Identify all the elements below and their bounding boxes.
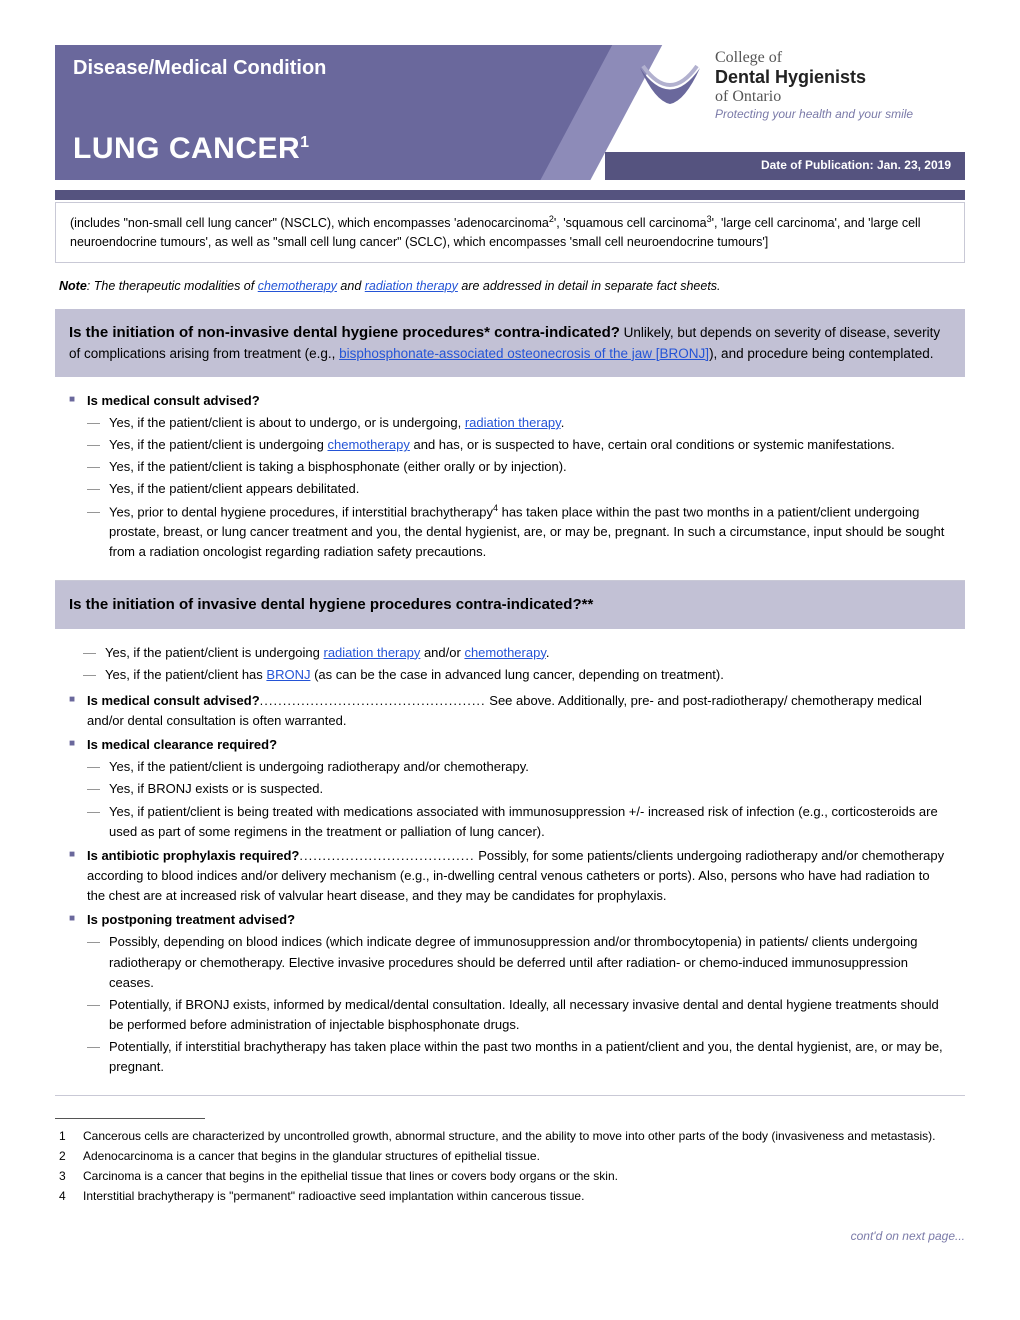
footnote-4: 4Interstitial brachytherapy is "permanen… bbox=[59, 1187, 965, 1205]
section-invasive-body: Yes, if the patient/client is undergoing… bbox=[55, 635, 965, 1097]
separator-bar bbox=[55, 190, 965, 200]
consult-item-3: Yes, if the patient/client is taking a b… bbox=[87, 457, 951, 477]
footnote-2: 2Adenocarcinoma is a cancer that begins … bbox=[59, 1147, 965, 1165]
radiation-therapy-link[interactable]: radiation therapy bbox=[324, 645, 421, 660]
clearance-item-2: Yes, if BRONJ exists or is suspected. bbox=[87, 779, 951, 799]
chemotherapy-link[interactable]: chemotherapy bbox=[258, 279, 337, 293]
invasive-item-1: Yes, if the patient/client is undergoing… bbox=[69, 643, 951, 663]
medical-clearance-item: Is medical clearance required? Yes, if t… bbox=[69, 735, 951, 842]
antibiotic-prophylaxis-item: Is antibiotic prophylaxis required?.....… bbox=[69, 846, 951, 906]
consult-item-4: Yes, if the patient/client appears debil… bbox=[87, 479, 951, 499]
footnote-1: 1Cancerous cells are characterized by un… bbox=[59, 1127, 965, 1145]
title-text: LUNG CANCER bbox=[73, 132, 300, 165]
chemotherapy-link[interactable]: chemotherapy bbox=[328, 437, 410, 452]
radiation-therapy-link[interactable]: radiation therapy bbox=[365, 279, 458, 293]
postponing-treatment-item: Is postponing treatment advised? Possibl… bbox=[69, 910, 951, 1077]
medical-consult-advised-item: Is medical consult advised?.............… bbox=[69, 691, 951, 731]
note-text: Note: The therapeutic modalities of chem… bbox=[55, 279, 965, 293]
consult-item-2: Yes, if the patient/client is undergoing… bbox=[87, 435, 951, 455]
invasive-item-2: Yes, if the patient/client has BRONJ (as… bbox=[69, 665, 951, 685]
consult-item-1: Yes, if the patient/client is about to u… bbox=[87, 413, 951, 433]
logo-line1: College of bbox=[715, 49, 913, 67]
org-logo: College of Dental Hygienists of Ontario … bbox=[635, 45, 965, 122]
bronj-link[interactable]: bisphosphonate-associated osteonecrosis … bbox=[339, 346, 709, 361]
footnote-3: 3Carcinoma is a cancer that begins in th… bbox=[59, 1167, 965, 1185]
logo-text: College of Dental Hygienists of Ontario … bbox=[715, 49, 913, 122]
footnote-rule bbox=[55, 1118, 205, 1119]
document-header: Disease/Medical Condition LUNG CANCER1 D… bbox=[55, 45, 965, 180]
logo-swoosh-icon bbox=[635, 56, 705, 116]
section-invasive-question: Is the initiation of invasive dental hyg… bbox=[69, 596, 593, 613]
section-noninvasive-header: Is the initiation of non-invasive dental… bbox=[55, 309, 965, 377]
publication-date-bar: Date of Publication: Jan. 23, 2019 bbox=[605, 152, 965, 180]
postpone-item-2: Potentially, if BRONJ exists, informed b… bbox=[87, 995, 951, 1035]
postpone-item-3: Potentially, if interstitial brachythera… bbox=[87, 1037, 951, 1077]
postpone-item-1: Possibly, depending on blood indices (wh… bbox=[87, 932, 951, 992]
section-noninvasive-body: Is medical consult advised? Yes, if the … bbox=[55, 383, 965, 581]
section-invasive-header: Is the initiation of invasive dental hyg… bbox=[55, 581, 965, 628]
logo-line3: of Ontario bbox=[715, 88, 913, 106]
chemotherapy-link[interactable]: chemotherapy bbox=[464, 645, 545, 660]
footnotes: 1Cancerous cells are characterized by un… bbox=[55, 1127, 965, 1205]
page: Disease/Medical Condition LUNG CANCER1 D… bbox=[0, 0, 1020, 1273]
logo-line2: Dental Hygienists bbox=[715, 67, 913, 88]
title-sup: 1 bbox=[300, 134, 309, 151]
header-category: Disease/Medical Condition bbox=[73, 57, 326, 80]
logo-tagline: Protecting your health and your smile bbox=[715, 108, 913, 122]
clearance-item-3: Yes, if patient/client is being treated … bbox=[87, 802, 951, 842]
medical-consult-item: Is medical consult advised? Yes, if the … bbox=[69, 391, 951, 562]
header-title: LUNG CANCER1 bbox=[73, 132, 310, 166]
section-noninvasive-question: Is the initiation of non-invasive dental… bbox=[69, 324, 620, 341]
consult-item-5: Yes, prior to dental hygiene procedures,… bbox=[87, 502, 951, 563]
clearance-item-1: Yes, if the patient/client is undergoing… bbox=[87, 757, 951, 777]
bronj-link[interactable]: BRONJ bbox=[266, 667, 310, 682]
radiation-therapy-link[interactable]: radiation therapy bbox=[465, 415, 561, 430]
continued-label: cont'd on next page... bbox=[55, 1229, 965, 1243]
includes-box: (includes "non-small cell lung cancer" (… bbox=[55, 202, 965, 263]
